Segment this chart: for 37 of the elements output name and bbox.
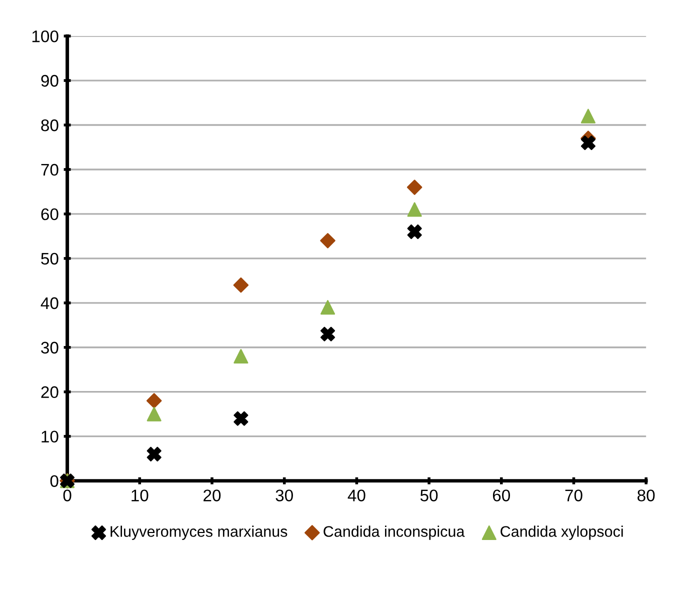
point xyxy=(146,406,162,422)
x-tick-label: 0 xyxy=(63,490,72,502)
point xyxy=(146,393,162,408)
x-tick-label: 50 xyxy=(420,490,438,502)
y-tick-label: 20 xyxy=(41,386,58,398)
x-tick-label: 30 xyxy=(276,490,293,502)
legend-label: Kluyveromyces marxianus xyxy=(110,526,288,540)
point xyxy=(580,136,596,150)
y-tick-label: 0 xyxy=(50,475,58,488)
y-tick-label: 90 xyxy=(41,74,58,87)
point xyxy=(234,348,248,364)
y-tick-label: 30 xyxy=(41,342,58,354)
y-tick-label: 70 xyxy=(41,164,58,176)
y-tick-label: 40 xyxy=(40,297,58,310)
x-tick-label: 80 xyxy=(638,490,655,502)
point xyxy=(146,446,162,462)
y-tick-label: 100 xyxy=(32,30,58,42)
point xyxy=(320,300,336,315)
legend-label: Candida xylopsoci xyxy=(500,526,623,540)
x-tick-label: 40 xyxy=(348,490,366,502)
y-tick-label: 50 xyxy=(41,252,58,265)
y-tick-label: 10 xyxy=(42,430,58,443)
point xyxy=(233,277,249,293)
x-tick-label: 60 xyxy=(492,490,510,502)
x-tick-label: 70 xyxy=(565,490,582,502)
legend-label: Candida inconspicua xyxy=(324,526,465,540)
point xyxy=(407,202,422,217)
point xyxy=(407,224,422,240)
point xyxy=(234,411,248,426)
point xyxy=(580,108,596,124)
y-tick-label: 60 xyxy=(41,208,58,220)
y-tick-label: 80 xyxy=(41,119,58,132)
point xyxy=(320,326,336,342)
x-tick-label: 20 xyxy=(204,490,221,502)
x-tick-label: 10 xyxy=(132,490,148,502)
point xyxy=(406,180,422,195)
point xyxy=(320,233,336,248)
